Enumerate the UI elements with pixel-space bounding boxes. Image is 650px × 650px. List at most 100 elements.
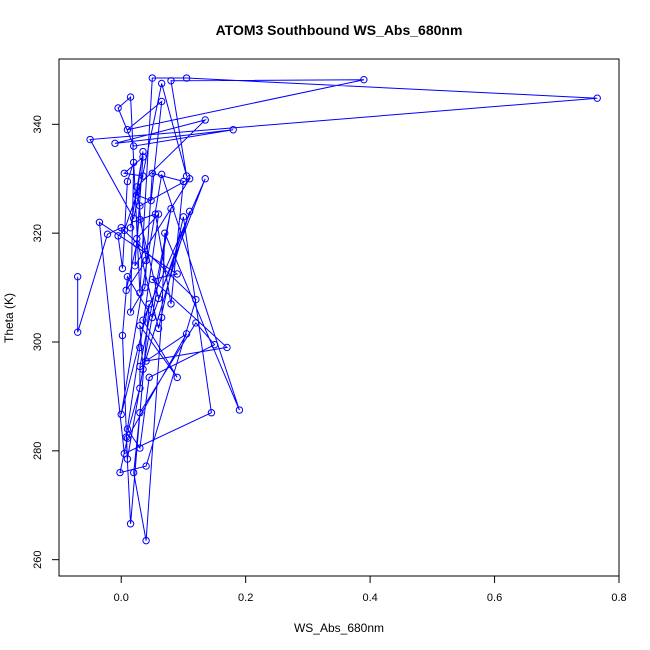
data-point	[151, 210, 160, 218]
data-point	[120, 226, 129, 235]
data-point	[133, 234, 141, 243]
data-point	[118, 331, 127, 340]
data-point	[116, 468, 124, 477]
data-point	[154, 324, 163, 333]
data-point	[122, 286, 130, 294]
x-axis: 0.0 0.2 0.4 0.6 0.8	[114, 575, 627, 604]
data-point	[179, 177, 188, 186]
data-point	[136, 409, 144, 417]
data-point	[133, 191, 141, 199]
data-point	[126, 93, 135, 101]
data-point	[148, 169, 157, 177]
data-point	[136, 289, 144, 297]
data-point	[139, 365, 147, 373]
data-point	[182, 330, 191, 338]
data-point	[142, 536, 150, 545]
x-tick-label: 0.6	[487, 592, 502, 604]
data-point	[73, 328, 82, 336]
x-tick-label: 0.4	[362, 592, 377, 604]
series-group	[73, 74, 601, 545]
data-point	[167, 300, 175, 308]
data-point	[139, 153, 147, 161]
data-point	[148, 74, 157, 82]
data-point	[173, 373, 181, 382]
data-point	[173, 270, 181, 278]
data-point	[86, 135, 94, 144]
data-point	[157, 97, 166, 106]
data-point	[147, 196, 155, 205]
data-point	[123, 434, 132, 443]
data-point	[136, 384, 144, 392]
y-tick-label: 340	[32, 115, 44, 133]
data-point	[235, 406, 244, 414]
data-point	[136, 343, 144, 352]
data-point	[192, 319, 200, 327]
data-point	[142, 256, 150, 265]
data-point	[148, 313, 157, 322]
data-point	[136, 444, 144, 452]
data-point	[129, 214, 138, 223]
data-point	[201, 175, 209, 183]
data-point	[136, 321, 144, 330]
data-point	[123, 177, 132, 186]
data-point	[182, 74, 191, 82]
data-point	[182, 172, 191, 180]
data-point	[129, 158, 138, 167]
data-point	[167, 77, 175, 85]
data-point	[123, 425, 132, 433]
data-point	[131, 262, 139, 270]
data-point	[148, 275, 157, 284]
data-point	[139, 316, 147, 324]
data-point	[593, 94, 601, 102]
data-point	[73, 272, 82, 281]
data-point	[360, 75, 368, 84]
y-axis-label: Theta (K)	[2, 293, 16, 343]
data-point	[229, 126, 237, 134]
data-point	[157, 313, 166, 322]
data-point	[120, 449, 129, 458]
data-point	[120, 169, 129, 177]
chart-title: ATOM3 Southbound WS_Abs_680nm	[216, 22, 463, 38]
data-point	[139, 172, 147, 180]
data-point	[154, 294, 163, 303]
data-point	[142, 462, 150, 470]
data-point	[123, 126, 132, 134]
data-point	[185, 207, 194, 216]
data-point	[179, 213, 188, 221]
data-point	[210, 341, 219, 349]
y-tick-label: 260	[32, 550, 44, 568]
data-point	[114, 104, 122, 112]
data-point	[103, 230, 112, 238]
data-point	[114, 232, 122, 240]
y-axis: 260 280 300 320 340	[32, 115, 60, 569]
data-point	[145, 373, 153, 382]
data-point	[126, 308, 135, 316]
y-tick-label: 300	[32, 333, 44, 351]
data-point	[133, 240, 141, 248]
data-point	[161, 229, 169, 237]
y-tick-label: 280	[32, 442, 44, 460]
data-point	[141, 283, 149, 292]
data-point	[111, 139, 119, 148]
data-point	[129, 142, 138, 150]
data-point	[142, 357, 150, 365]
data-point	[223, 343, 231, 352]
data-point	[154, 210, 163, 218]
x-tick-label: 0.8	[611, 592, 626, 604]
data-point	[126, 520, 135, 528]
data-point	[139, 147, 147, 156]
data-point	[201, 116, 209, 124]
data-point	[157, 170, 166, 179]
y-tick-label: 320	[32, 224, 44, 242]
data-point	[122, 433, 130, 441]
x-tick-label: 0.0	[114, 592, 129, 604]
x-tick-label: 0.2	[238, 592, 253, 604]
data-point	[207, 409, 216, 417]
series-line	[77, 77, 598, 541]
data-point	[167, 204, 175, 213]
x-axis-label: WS_Abs_680nm	[294, 621, 384, 635]
data-point	[123, 272, 132, 281]
data-point	[145, 300, 153, 308]
data-point	[129, 468, 138, 477]
